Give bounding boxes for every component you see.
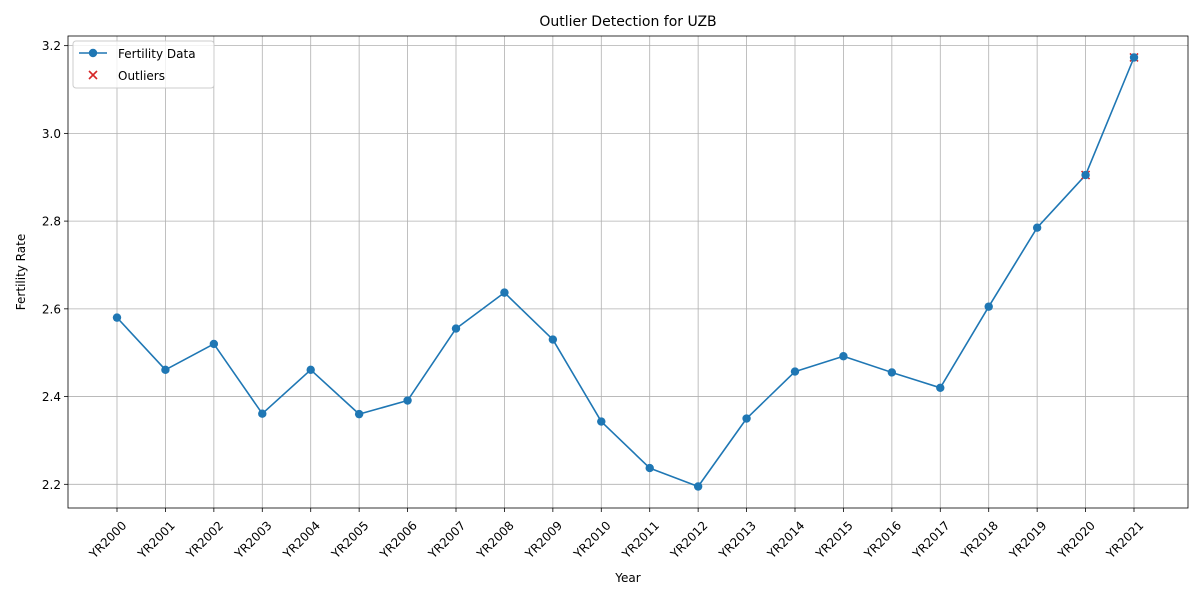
legend-circle-marker bbox=[88, 48, 98, 58]
fertility-data-point bbox=[790, 367, 800, 376]
fertility-data-point bbox=[306, 365, 315, 375]
x-tick-label: YR2013 bbox=[716, 518, 759, 561]
y-tick-label: 2.2 bbox=[42, 478, 61, 492]
x-tick-label: YR2009 bbox=[522, 518, 565, 561]
fertility-data-point bbox=[984, 302, 993, 311]
x-tick-label: YR2005 bbox=[328, 518, 371, 561]
y-tick-label: 3.2 bbox=[42, 39, 61, 53]
x-tick-label: YR2015 bbox=[812, 518, 855, 561]
legend: Fertility Data Outliers bbox=[72, 40, 215, 89]
x-tick-label: YR2000 bbox=[86, 518, 129, 561]
y-tick-label: 2.6 bbox=[42, 302, 61, 316]
x-tick-label: YR2012 bbox=[667, 518, 710, 561]
x-tick-label: YR2001 bbox=[134, 518, 177, 561]
y-tick-label: 2.8 bbox=[42, 215, 61, 229]
legend-box bbox=[72, 40, 215, 89]
fertility-data-point bbox=[354, 409, 364, 419]
fertility-data-point bbox=[548, 335, 558, 344]
x-tick-label: YR2016 bbox=[861, 518, 904, 561]
fertility-data-point bbox=[112, 313, 122, 322]
x-axis-ticks: YR2000 YR2001 YR2002 YR2003 YR2004 YR2005 YR20… bbox=[86, 508, 1146, 562]
x-tick-label: YR2017 bbox=[909, 518, 952, 561]
fertility-data-point bbox=[209, 339, 219, 349]
fertility-data-point bbox=[693, 482, 703, 491]
x-tick-label: YR2010 bbox=[570, 518, 613, 561]
fertility-data-point bbox=[258, 409, 267, 418]
x-tick-label: YR2018 bbox=[958, 518, 1001, 561]
fertility-data-point bbox=[161, 365, 170, 375]
fertility-data-point bbox=[500, 288, 509, 297]
x-tick-label: YR2011 bbox=[619, 518, 662, 561]
plot-area bbox=[68, 36, 1188, 508]
fertility-data-point bbox=[742, 414, 751, 423]
legend-label-outliers: Outliers bbox=[118, 69, 165, 83]
fertility-data-point bbox=[451, 324, 461, 333]
fertility-data-point bbox=[887, 368, 897, 377]
x-tick-label: YR2014 bbox=[764, 518, 807, 561]
fertility-data-point bbox=[597, 417, 606, 426]
x-tick-label: YR2008 bbox=[473, 518, 516, 561]
x-tick-label: YR2020 bbox=[1055, 518, 1098, 561]
x-tick-label: YR2007 bbox=[425, 518, 468, 561]
y-tick-label: 2.4 bbox=[42, 390, 61, 404]
x-tick-label: YR2006 bbox=[377, 518, 420, 561]
fertility-data-point bbox=[1081, 170, 1090, 180]
series-layer bbox=[112, 52, 1139, 491]
fertility-data-point bbox=[1129, 53, 1139, 62]
fertility-data-point bbox=[403, 396, 412, 405]
x-tick-label: YR2004 bbox=[280, 518, 323, 561]
plot-frame bbox=[67, 35, 1189, 509]
grid-lines bbox=[68, 36, 1188, 508]
legend-label-fertility: Fertility Data bbox=[118, 47, 196, 61]
x-tick-label: YR2002 bbox=[183, 518, 226, 561]
x-tick-label: YR2019 bbox=[1006, 518, 1049, 561]
y-axis-label: Fertility Rate bbox=[14, 234, 28, 310]
fertility-data-point bbox=[839, 352, 848, 361]
fertility-data-point bbox=[936, 383, 945, 393]
x-axis-label: Year bbox=[614, 571, 640, 585]
fertility-data-point bbox=[645, 463, 654, 473]
fertility-data-point bbox=[1032, 223, 1042, 232]
y-axis-ticks: 2.2 2.4 2.6 2.8 3.0 3.2 bbox=[42, 39, 68, 492]
x-tick-label: YR2003 bbox=[231, 518, 274, 561]
legend-x-marker bbox=[88, 70, 98, 80]
chart-title: Outlier Detection for UZB bbox=[539, 14, 716, 30]
x-tick-label: YR2021 bbox=[1103, 518, 1146, 561]
y-tick-label: 3.0 bbox=[42, 127, 61, 141]
fertility-data-line bbox=[116, 57, 1135, 488]
